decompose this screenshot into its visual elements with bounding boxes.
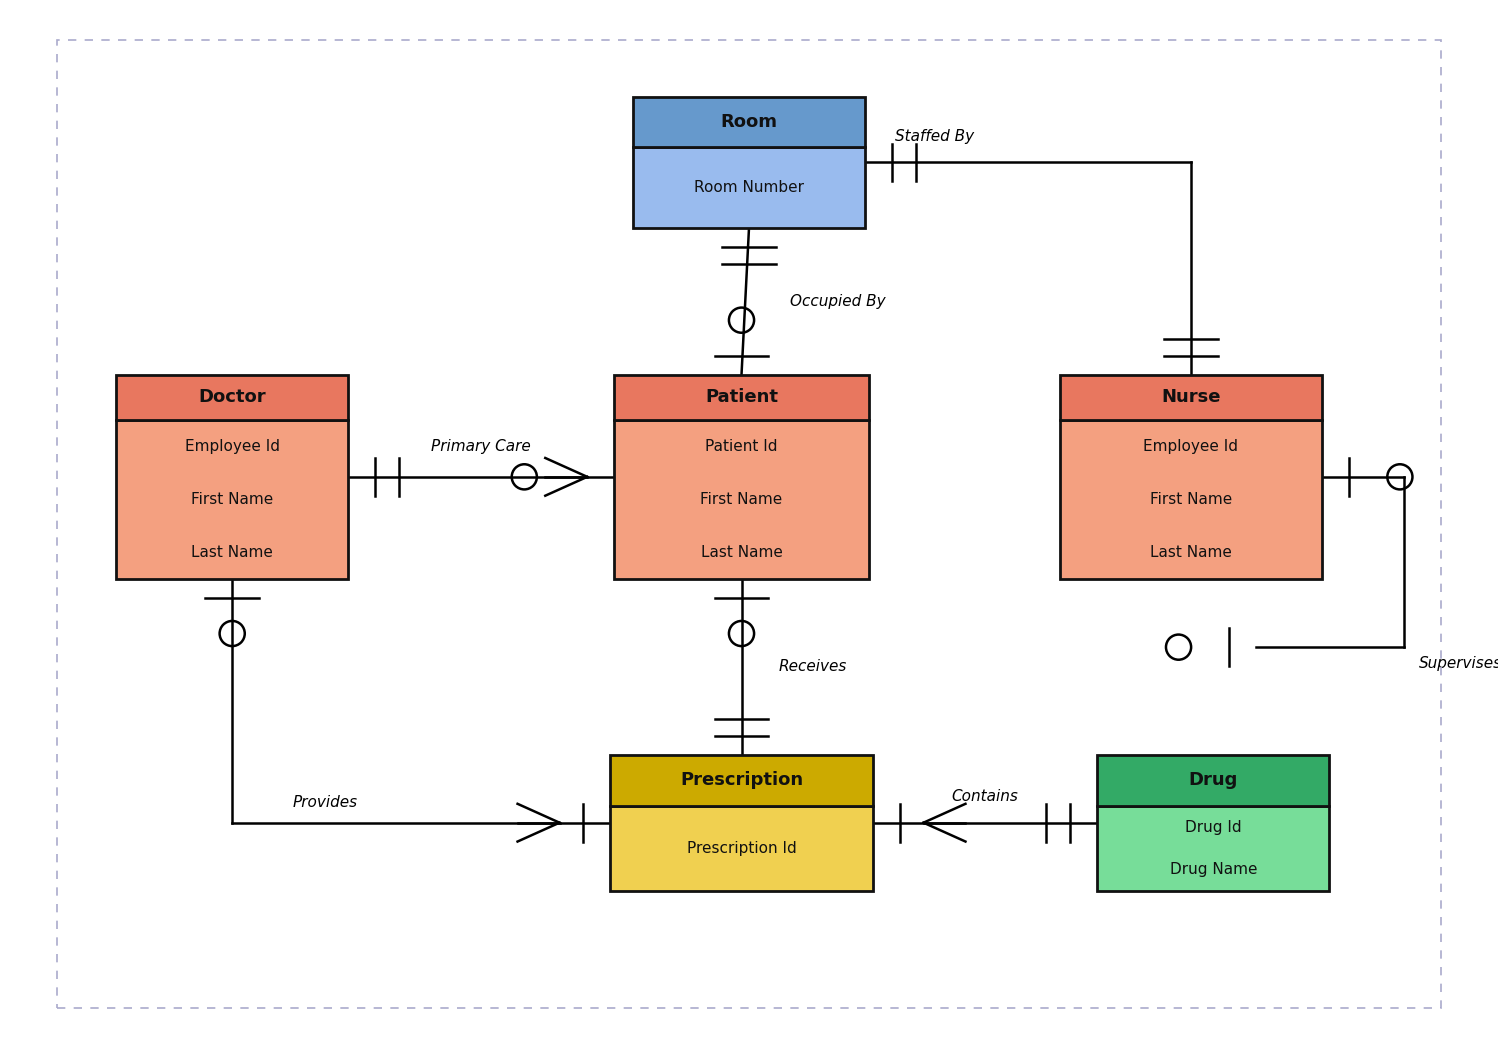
FancyBboxPatch shape [614, 419, 869, 578]
FancyBboxPatch shape [1061, 419, 1323, 578]
Text: Receives: Receives [779, 659, 848, 674]
FancyBboxPatch shape [117, 419, 348, 578]
Text: Drug Id: Drug Id [1185, 820, 1242, 835]
Text: Employee Id: Employee Id [184, 439, 280, 454]
FancyBboxPatch shape [632, 147, 866, 228]
Text: Supervises: Supervises [1420, 656, 1498, 671]
Text: Nurse: Nurse [1161, 388, 1221, 407]
Text: Last Name: Last Name [1150, 545, 1231, 560]
FancyBboxPatch shape [1097, 806, 1330, 891]
Text: Employee Id: Employee Id [1143, 439, 1239, 454]
Text: Drug Name: Drug Name [1170, 863, 1257, 877]
Text: Drug: Drug [1189, 771, 1237, 789]
FancyBboxPatch shape [1061, 375, 1323, 419]
FancyBboxPatch shape [611, 806, 872, 891]
FancyBboxPatch shape [632, 97, 866, 147]
Text: Patient Id: Patient Id [706, 439, 777, 454]
Text: Room Number: Room Number [694, 180, 804, 195]
FancyBboxPatch shape [614, 375, 869, 419]
Text: Staffed By: Staffed By [896, 129, 974, 144]
Text: Last Name: Last Name [701, 545, 782, 560]
Text: Doctor: Doctor [198, 388, 267, 407]
Text: Room: Room [721, 113, 777, 131]
Text: Last Name: Last Name [192, 545, 273, 560]
Text: Occupied By: Occupied By [791, 293, 885, 309]
Text: Patient: Patient [706, 388, 777, 407]
Text: Primary Care: Primary Care [431, 439, 532, 454]
Text: First Name: First Name [1150, 492, 1231, 507]
Text: First Name: First Name [192, 492, 273, 507]
FancyBboxPatch shape [117, 375, 348, 419]
Text: Contains: Contains [951, 789, 1019, 804]
FancyBboxPatch shape [1097, 755, 1330, 806]
Text: Prescription Id: Prescription Id [686, 842, 797, 856]
Text: First Name: First Name [701, 492, 782, 507]
Text: Provides: Provides [292, 795, 357, 810]
Text: Prescription: Prescription [680, 771, 803, 789]
FancyBboxPatch shape [611, 755, 872, 806]
